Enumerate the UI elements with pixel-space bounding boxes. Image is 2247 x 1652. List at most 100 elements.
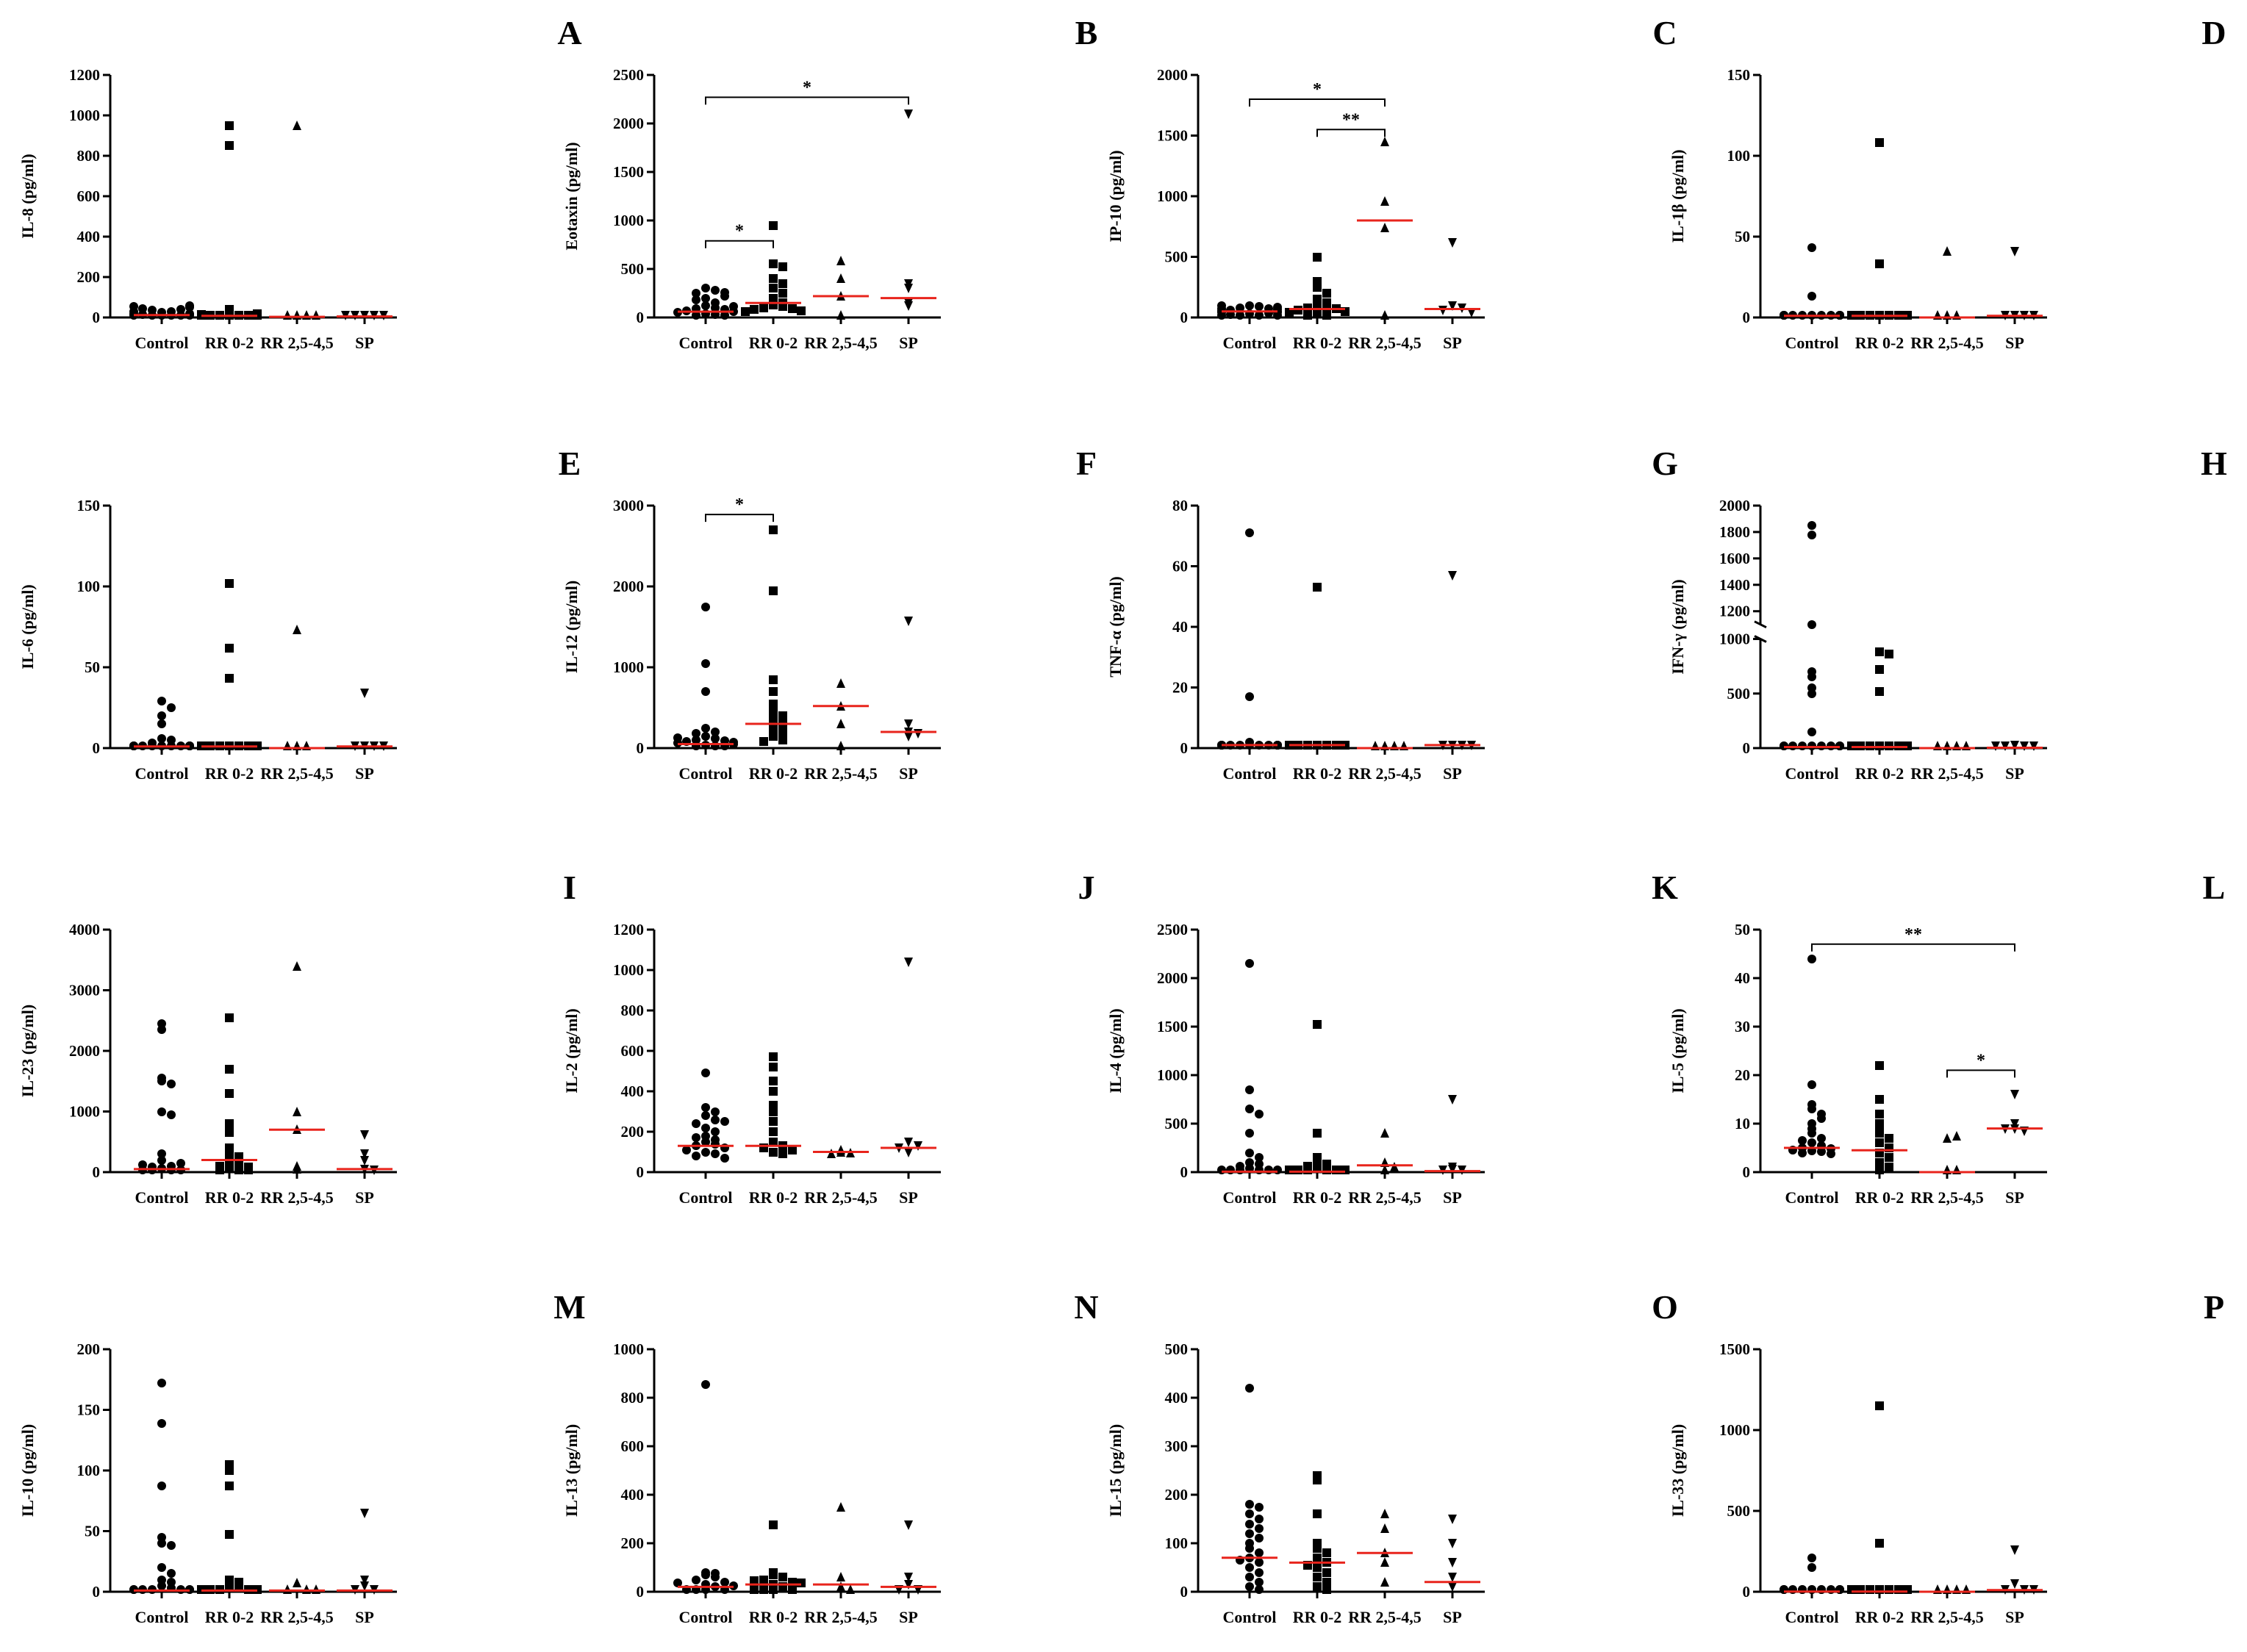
data-point: [1245, 1149, 1254, 1157]
data-point: [701, 1124, 710, 1132]
y-axis-label: TNF-α (pg/ml): [1106, 576, 1125, 678]
category-label: RR 0-2: [1855, 1608, 1904, 1626]
y-axis-label: Eotaxin (pg/ml): [562, 142, 581, 250]
data-point: [1245, 1384, 1254, 1393]
data-point: [1245, 1105, 1254, 1113]
y-tick-label: 150: [1727, 66, 1751, 84]
data-point: [701, 1380, 710, 1389]
data-point: [711, 734, 720, 743]
y-tick-label: 500: [1165, 1115, 1189, 1132]
y-tick-label: 1000: [69, 107, 100, 124]
data-point: [701, 1069, 710, 1077]
data-point: [1448, 1095, 1457, 1105]
data-point: [1245, 1529, 1254, 1538]
category-label: SP: [899, 1188, 918, 1207]
y-tick-label: 0: [1743, 739, 1751, 757]
data-point: [1885, 1153, 1893, 1162]
category-label: SP: [899, 764, 918, 783]
category-label: Control: [1223, 764, 1277, 783]
panel-letter: A: [557, 14, 581, 51]
data-point: [1798, 1149, 1807, 1157]
y-tick-label: 1000: [69, 1103, 100, 1121]
data-point: [836, 678, 845, 688]
significance-bracket: [705, 96, 909, 105]
data-point: [1245, 1085, 1254, 1094]
data-point: [1245, 1573, 1254, 1581]
data-point: [1245, 528, 1254, 537]
data-point: [904, 958, 913, 967]
y-axis-label: IL-5 (pg/ml): [1669, 1008, 1687, 1093]
data-point: [846, 1584, 855, 1594]
data-point: [244, 1166, 253, 1174]
data-point: [904, 1520, 913, 1530]
data-point: [778, 1573, 787, 1581]
category-label: SP: [1443, 1608, 1462, 1626]
data-point: [167, 1110, 176, 1119]
panel-letter: N: [1074, 1288, 1098, 1326]
data-point: [1875, 741, 1884, 750]
data-point: [904, 732, 913, 741]
data-point: [1255, 302, 1264, 311]
y-tick-label: 200: [621, 1534, 645, 1552]
data-point: [1322, 1166, 1331, 1174]
category-label: RR 2,5-4,5: [1910, 1608, 1984, 1626]
data-point: [1245, 1582, 1254, 1591]
data-point: [711, 1140, 720, 1149]
y-tick-label: 10: [1735, 1115, 1750, 1132]
data-point: [836, 1572, 845, 1581]
y-tick-label: 600: [621, 1042, 645, 1060]
data-point: [701, 687, 710, 696]
data-point: [176, 305, 185, 314]
data-point: [1255, 1524, 1264, 1533]
y-tick-label: 100: [1727, 147, 1751, 165]
data-point: [2020, 741, 2029, 751]
data-point: [1322, 1585, 1331, 1594]
data-point: [157, 1149, 166, 1158]
y-tick-label: 150: [77, 497, 101, 514]
data-point: [1788, 741, 1797, 750]
data-point: [711, 304, 720, 312]
y-tick-label: 1500: [1157, 1018, 1188, 1035]
panel-letter: K: [1652, 869, 1678, 906]
data-point: [701, 294, 710, 303]
data-point: [1236, 311, 1244, 320]
data-point: [360, 1581, 369, 1591]
y-tick-label: 20: [1735, 1066, 1750, 1084]
data-point: [1255, 1585, 1264, 1594]
y-tick-label: 3000: [613, 497, 644, 514]
category-label: RR 0-2: [749, 1188, 798, 1207]
data-point: [1798, 741, 1807, 750]
y-tick-label: 0: [93, 739, 101, 757]
data-point: [750, 1585, 759, 1594]
data-point: [1807, 1080, 1816, 1089]
data-point: [157, 1563, 166, 1572]
data-point: [157, 1539, 166, 1548]
y-axis-label: IL-10 (pg/ml): [18, 1424, 37, 1518]
panel-k: K 0 500 1000 1500 2000 2500 IL-4 (pg/ml) Control…: [1106, 869, 1678, 1207]
panel-m: M 0 50 100 150 200 IL-10 (pg/ml) Control RR 0-2 R…: [18, 1288, 586, 1626]
data-point: [836, 1581, 845, 1591]
data-point: [225, 141, 234, 150]
data-point: [682, 1146, 691, 1154]
data-point: [692, 1152, 700, 1160]
data-point: [157, 719, 166, 728]
data-point: [769, 708, 778, 717]
data-point: [769, 1138, 778, 1146]
y-tick-label: 1000: [613, 961, 644, 979]
data-point: [1255, 1515, 1264, 1523]
category-label: RR 2,5-4,5: [260, 334, 334, 352]
data-point: [1448, 1573, 1457, 1582]
data-point: [759, 304, 768, 312]
data-point: [1313, 583, 1322, 592]
data-point: [225, 1164, 234, 1173]
data-point: [1817, 1114, 1826, 1123]
category-label: Control: [135, 1608, 189, 1626]
category-label: Control: [1785, 334, 1839, 352]
data-point: [769, 221, 778, 230]
data-point: [157, 1379, 166, 1387]
data-point: [701, 732, 710, 741]
data-point: [1807, 1554, 1816, 1562]
significance-label: **: [1342, 110, 1360, 129]
category-label: SP: [1443, 334, 1462, 352]
